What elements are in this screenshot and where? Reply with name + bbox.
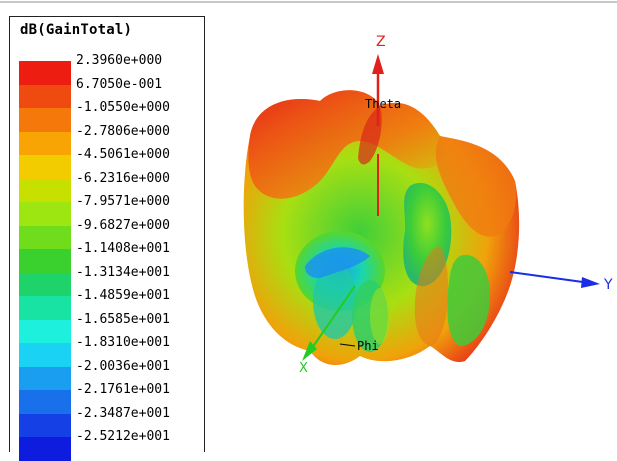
- legend-swatch: [19, 319, 71, 344]
- legend-swatch: [19, 108, 71, 133]
- legend-value-label: -2.1761e+001: [76, 382, 170, 397]
- legend-swatch: [19, 249, 71, 274]
- legend-swatch: [19, 390, 71, 415]
- legend-swatch: [19, 437, 71, 461]
- legend-value-label: -1.1408e+001: [76, 241, 170, 256]
- phi-label: Phi: [357, 339, 379, 353]
- legend-value-label: -1.4859e+001: [76, 288, 170, 303]
- 3d-radiation-pattern-view[interactable]: Z Y X Theta Phi: [210, 16, 617, 452]
- legend-value-label: -2.5212e+001: [76, 429, 170, 444]
- z-axis-label: Z: [376, 34, 386, 50]
- legend-value-label: -1.6585e+001: [76, 311, 170, 327]
- legend-swatch: [19, 84, 71, 109]
- legend-swatch: [19, 202, 71, 227]
- legend-value-label: -2.3487e+001: [76, 405, 170, 421]
- side-lobes: [295, 231, 390, 352]
- legend-value-label: 6.7050e-001: [76, 76, 163, 92]
- legend-value-label: 2.3960e+000: [76, 53, 163, 68]
- legend-swatch: [19, 343, 71, 368]
- legend-swatch: [19, 131, 71, 156]
- legend-swatch: [19, 225, 71, 250]
- theta-label: Theta: [365, 97, 401, 111]
- x-axis: X: [299, 285, 356, 376]
- y-axis-label: Y: [603, 277, 613, 293]
- z-axis: Z: [372, 34, 386, 216]
- y-axis: Y: [509, 271, 613, 293]
- legend-title: dB(GainTotal): [20, 22, 133, 38]
- x-axis-label: X: [299, 361, 308, 376]
- legend-swatch: [19, 272, 71, 297]
- color-legend: dB(GainTotal) 2.3960e+000 6.7050e-001 -1.0…: [9, 16, 205, 461]
- legend-value-label: -4.5061e+000: [76, 147, 170, 162]
- legend-swatch: [19, 413, 71, 438]
- legend-value-label: -7.9571e+000: [76, 194, 170, 209]
- legend-value-label: -9.6827e+000: [76, 217, 170, 233]
- legend-value-label: -6.2316e+000: [76, 170, 170, 186]
- legend-swatch: [19, 155, 71, 180]
- legend-swatch: [19, 296, 71, 321]
- legend-value-label: -1.3134e+001: [76, 264, 170, 280]
- legend-swatch: [19, 61, 71, 86]
- radiation-pattern-plot[interactable]: Z Y X Theta Phi: [210, 16, 617, 452]
- legend-swatch: [19, 178, 71, 203]
- top-divider: [0, 1, 617, 3]
- legend-value-label: -2.7806e+000: [76, 123, 170, 139]
- legend-value-label: -1.0550e+000: [76, 100, 170, 115]
- legend-value-label: -1.8310e+001: [76, 335, 170, 350]
- legend-value-label: -2.0036e+001: [76, 358, 170, 374]
- legend-swatch: [19, 366, 71, 391]
